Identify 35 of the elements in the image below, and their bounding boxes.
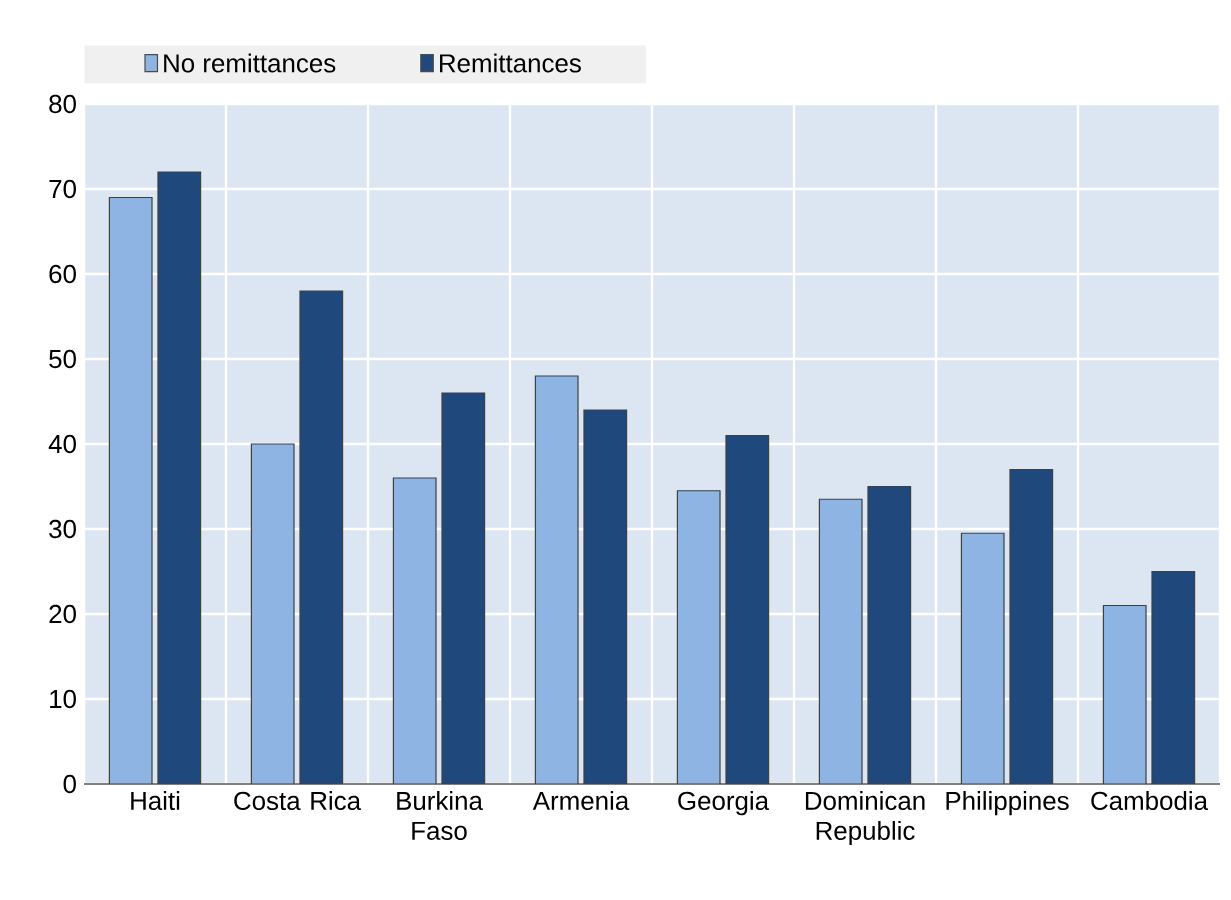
bar: [1009, 468, 1054, 784]
bar: [960, 532, 1005, 784]
x-tick-label: Cambodia: [1091, 791, 1209, 811]
x-tick-label: Armenia: [532, 791, 630, 811]
y-tick-label: 10: [50, 689, 76, 709]
bar: [818, 498, 863, 784]
bar: [1102, 604, 1147, 784]
bar: [299, 290, 344, 784]
bar: [392, 477, 437, 784]
bar: [725, 434, 770, 784]
x-tick-label: Georgia: [678, 791, 770, 816]
y-tick-label: 30: [49, 519, 76, 539]
bar: [441, 392, 486, 784]
bar: [867, 485, 912, 784]
bar: [1151, 570, 1196, 784]
bar: [583, 409, 628, 784]
x-tick-label: Dominican Republic: [805, 791, 925, 846]
bar: [534, 375, 579, 784]
y-tick-label: 0: [63, 774, 76, 794]
bar: [157, 171, 202, 784]
y-tick-label: 20: [49, 604, 76, 624]
y-tick-label: 50: [49, 349, 76, 369]
x-tick-label: Philippines: [946, 791, 1069, 816]
bar: [250, 443, 295, 784]
legend-label: No remittances: [164, 53, 336, 73]
y-tick-label: 40: [48, 434, 76, 454]
legend-label: Remittances: [440, 53, 581, 73]
bar: [676, 490, 721, 784]
x-tick-label: Burkina Faso: [397, 791, 483, 840]
bar: [108, 196, 153, 784]
x-tick-label: Costa Rica: [234, 791, 362, 811]
y-tick-label: 80: [49, 94, 76, 114]
x-tick-label: Haiti: [131, 791, 180, 811]
y-tick-label: 70: [49, 179, 76, 199]
y-tick-label: 60: [49, 264, 76, 284]
